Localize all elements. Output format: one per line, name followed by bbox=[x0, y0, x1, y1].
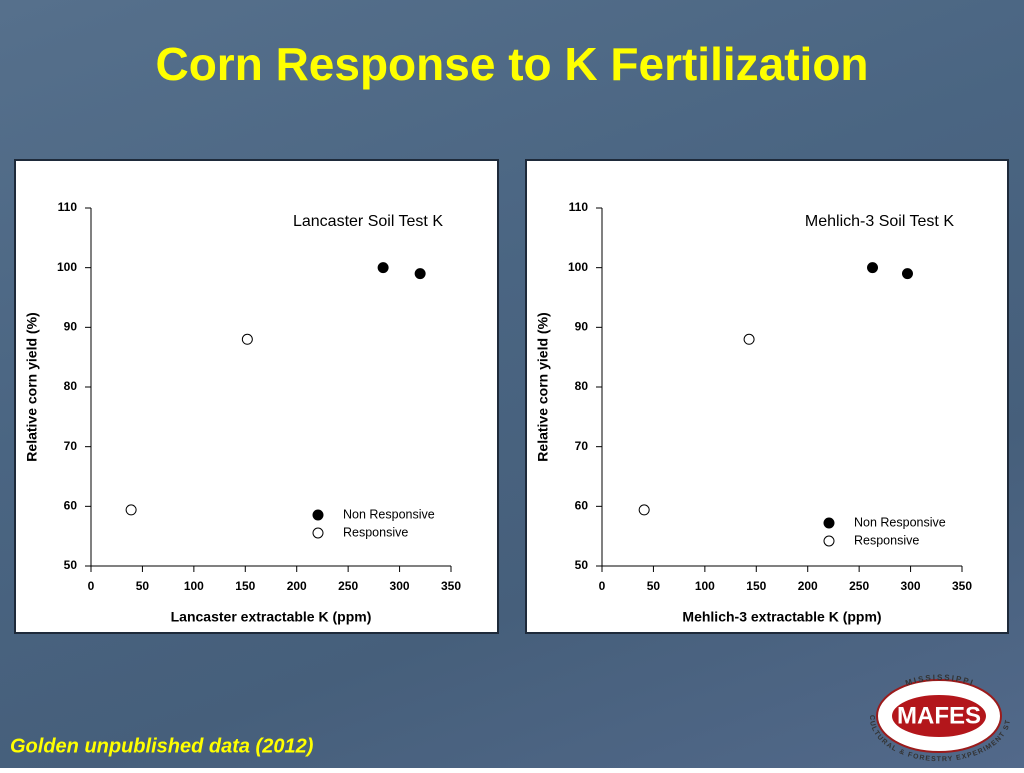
x-tick-label: 100 bbox=[184, 579, 204, 593]
x-tick-label: 350 bbox=[441, 579, 461, 593]
x-tick-label: 0 bbox=[88, 579, 95, 593]
x-tick-label: 300 bbox=[901, 579, 921, 593]
data-point bbox=[241, 333, 253, 345]
x-tick-label: 0 bbox=[599, 579, 606, 593]
logo-name: MAFES bbox=[897, 702, 981, 729]
y-tick-label: 110 bbox=[569, 200, 589, 214]
x-tick-label: 350 bbox=[952, 579, 972, 593]
x-axis-label: Mehlich-3 extractable K (ppm) bbox=[682, 609, 881, 625]
y-tick-label: 60 bbox=[575, 499, 589, 513]
x-tick-label: 150 bbox=[746, 579, 766, 593]
chart-annotation: Lancaster Soil Test K bbox=[293, 213, 443, 230]
chart-annotation: Mehlich-3 Soil Test K bbox=[805, 213, 954, 230]
y-axis-label: Relative corn yield (%) bbox=[535, 312, 551, 461]
y-tick-label: 90 bbox=[575, 320, 589, 334]
y-tick-label: 70 bbox=[575, 439, 589, 453]
x-tick-label: 300 bbox=[390, 579, 410, 593]
legend-label: Non Responsive bbox=[854, 515, 946, 529]
chart-panel bbox=[525, 159, 1009, 634]
legend-marker bbox=[312, 527, 324, 539]
x-tick-label: 50 bbox=[647, 579, 661, 593]
y-tick-label: 50 bbox=[64, 558, 78, 572]
data-point bbox=[867, 262, 879, 274]
y-tick-label: 100 bbox=[568, 260, 588, 274]
data-point bbox=[414, 268, 426, 280]
y-tick-label: 80 bbox=[64, 379, 78, 393]
footer-note: Golden unpublished data (2012) bbox=[10, 735, 314, 757]
data-point bbox=[377, 262, 389, 274]
legend-marker bbox=[823, 517, 835, 529]
y-tick-label: 70 bbox=[64, 439, 78, 453]
x-tick-label: 250 bbox=[849, 579, 869, 593]
y-tick-label: 50 bbox=[575, 558, 589, 572]
chart-panel bbox=[14, 159, 499, 634]
y-axis-label: Relative corn yield (%) bbox=[24, 312, 40, 461]
data-point bbox=[125, 504, 137, 516]
data-point bbox=[743, 333, 755, 345]
legend-label: Responsive bbox=[854, 533, 919, 547]
slide-title: Corn Response to K Fertilization bbox=[155, 38, 868, 90]
data-point bbox=[901, 268, 913, 280]
y-tick-label: 110 bbox=[58, 200, 78, 214]
x-tick-label: 100 bbox=[695, 579, 715, 593]
y-tick-label: 90 bbox=[64, 320, 78, 334]
x-axis-label: Lancaster extractable K (ppm) bbox=[171, 609, 372, 625]
x-tick-label: 250 bbox=[338, 579, 358, 593]
y-tick-label: 80 bbox=[575, 379, 589, 393]
logo-center bbox=[890, 693, 988, 739]
x-tick-label: 150 bbox=[235, 579, 255, 593]
x-tick-label: 200 bbox=[287, 579, 307, 593]
x-tick-label: 50 bbox=[136, 579, 150, 593]
legend-label: Non Responsive bbox=[343, 507, 435, 521]
y-tick-label: 60 bbox=[64, 499, 78, 513]
y-tick-label: 100 bbox=[57, 260, 77, 274]
data-point bbox=[638, 504, 650, 516]
legend-label: Responsive bbox=[343, 525, 408, 539]
legend-marker bbox=[312, 509, 324, 521]
legend-marker bbox=[823, 535, 835, 547]
x-tick-label: 200 bbox=[798, 579, 818, 593]
